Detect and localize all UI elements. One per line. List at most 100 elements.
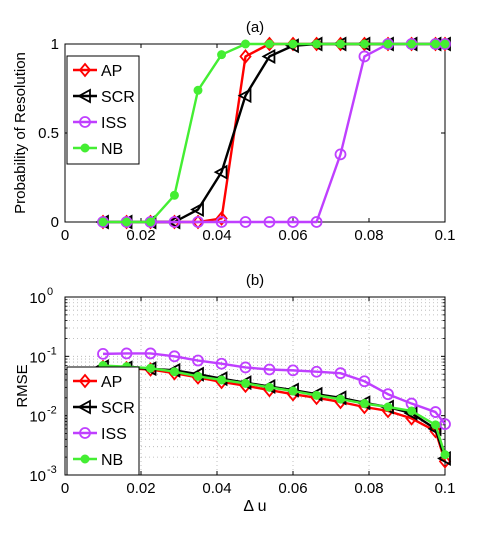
panel-b-legend-item-nb: NB — [73, 452, 123, 469]
panel-b-ytick-label: 10 — [29, 468, 46, 485]
panel-a-point-nb — [383, 39, 393, 49]
panel-a-point-nb — [312, 39, 322, 49]
panel-b-point-nb — [312, 390, 322, 400]
panel-a-line-nb — [103, 42, 445, 224]
panel-b-legend-label: NB — [101, 452, 123, 469]
panel-b-legend-item-ap: AP — [73, 373, 122, 391]
panel-a-legend-box — [66, 55, 140, 165]
panel-a: 0 0.02 0.04 0.06 0.08 0.1 0 0.5 1 (a) Probability … — [12, 19, 455, 244]
panel-a-legend-item-iss: ISS — [73, 115, 127, 132]
panel-a-point-iss — [239, 216, 252, 228]
panel-a-legend-label: AP — [101, 63, 122, 80]
panel-a-point-nb — [241, 39, 250, 49]
panel-b-point-nb — [407, 406, 417, 416]
panel-b-xtick-label: 0 — [61, 480, 69, 497]
panel-b-point-iss — [287, 364, 299, 377]
panel-a-legend-item-nb: NB — [73, 141, 123, 158]
panel-a-legend-label: NB — [101, 141, 123, 158]
panel-a-ytick-label: 0.5 — [38, 125, 59, 142]
panel-b-ytick-exponent: -1 — [47, 345, 57, 357]
panel-a-point-scr — [237, 88, 252, 104]
panel-a-point-nb — [169, 190, 179, 200]
panel-a-xtick-label: 0.08 — [354, 227, 383, 244]
panel-b-ytick-label: 10 — [29, 409, 46, 426]
panel-b-ytick-exponent: -2 — [47, 405, 57, 417]
panel-b-legend-item-iss: ISS — [73, 426, 127, 443]
panel-b-point-nb — [241, 378, 250, 388]
panel-a-point-iss — [192, 216, 204, 228]
panel-b-point-iss — [144, 347, 157, 360]
panel-b: 0 0.02 0.04 0.06 0.08 0.110-310-210-110 0(b)Δ … — [14, 272, 455, 515]
panel-a-point-nb — [98, 217, 108, 227]
panel-b-legend: AP SCR ISS NB — [66, 366, 140, 476]
panel-a-point-nb — [122, 217, 132, 227]
panel-b-ylabel: RMSE — [14, 364, 31, 407]
panel-a-point-scr — [190, 202, 204, 218]
panel-b-point-iss — [429, 406, 442, 418]
panel-b-title: (b) — [246, 272, 264, 289]
panel-a-point-nb — [193, 85, 203, 95]
panel-a-xtick-label: 0.02 — [126, 227, 155, 244]
panel-a-point-iss — [334, 148, 347, 161]
panel-b-xtick-label: 0.04 — [202, 480, 231, 497]
panel-a-point-iss — [358, 50, 371, 63]
panel-b-line-iss — [102, 352, 446, 425]
panel-b-point-iss — [310, 365, 323, 378]
panel-b-point-iss — [439, 418, 451, 431]
panel-a-point-nb — [336, 39, 345, 49]
panel-a-point-nb — [146, 217, 155, 227]
panel-b-point-nb — [383, 402, 393, 412]
panel-b-point-nb — [288, 386, 298, 396]
panel-a-point-ap — [239, 49, 252, 64]
panel-b-point-nb — [146, 363, 155, 373]
panel-b-xtick-label: 0.06 — [278, 480, 307, 497]
panel-a-point-ap — [215, 211, 228, 226]
panel-a-point-iss — [287, 216, 299, 228]
panel-b-grid — [64, 297, 446, 476]
panel-a-legend-item-ap: AP — [73, 62, 122, 80]
panel-b-point-iss — [358, 375, 371, 388]
panel-b-point-iss — [334, 367, 347, 380]
panel-b-ytick-label: 10 — [29, 290, 46, 307]
panel-a-legend-marker — [78, 62, 92, 78]
panel-a-legend-label: SCR — [101, 89, 135, 106]
panel-a-ytick-label: 1 — [51, 36, 59, 53]
panel-b-ytick-exponent: 0 — [47, 286, 53, 298]
panel-a-xtick-label: 0.06 — [278, 227, 307, 244]
panel-b-line-ap — [102, 365, 447, 462]
panel-b-point-nb — [193, 371, 203, 381]
panel-b-axes-box — [64, 296, 446, 476]
panel-b-point-nb — [431, 420, 440, 430]
panel-b-xtick-label: 0.1 — [435, 480, 456, 497]
panel-a-xtick-label: 0.1 — [435, 227, 456, 244]
panel-b-point-nb — [264, 382, 274, 392]
panel-a-point-nb — [288, 39, 298, 49]
panel-a-point-iss — [263, 216, 276, 228]
panel-a-point-scr — [213, 164, 228, 180]
panel-b-legend-marker — [78, 373, 92, 389]
panel-a-point-nb — [440, 39, 450, 49]
panel-b-point-iss — [97, 347, 109, 360]
panel-b-xtick-label: 0.08 — [354, 480, 383, 497]
panel-b-legend-marker — [77, 399, 91, 415]
panel-a-point-iss — [215, 216, 228, 228]
panel-a-legend-marker — [77, 88, 91, 104]
panel-a-ylabel: Probability of Resolution — [12, 52, 29, 214]
panel-b-point-nb — [169, 367, 179, 377]
panel-b-point-ap — [429, 423, 442, 439]
panel-b-point-iss — [263, 363, 276, 376]
panel-b-legend-item-scr: SCR — [73, 399, 135, 417]
panel-b-point-nb — [336, 394, 345, 404]
panel-b-ytick-exponent: -3 — [47, 464, 57, 476]
panel-b-point-iss — [382, 388, 394, 401]
panel-a-point-iss — [310, 216, 323, 228]
panel-b-legend-marker — [79, 427, 91, 439]
panel-a-point-nb — [217, 50, 227, 60]
panel-b-legend-label: SCR — [101, 400, 135, 417]
panel-a-title: (a) — [246, 19, 264, 36]
panel-b-point-iss — [239, 361, 252, 374]
panel-b-legend-box — [66, 366, 140, 476]
panel-a-point-nb — [407, 39, 417, 49]
panel-b-line-nb — [102, 364, 447, 456]
